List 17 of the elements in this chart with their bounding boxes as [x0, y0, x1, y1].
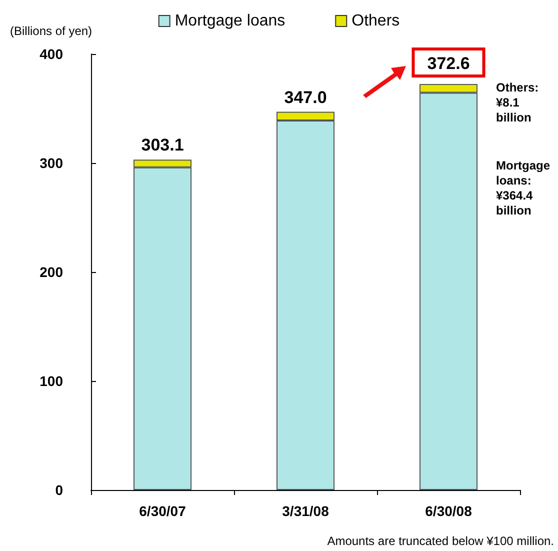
total-label: 347.0 — [284, 88, 327, 107]
y-tick-label: 200 — [40, 264, 64, 280]
y-tick-label: 100 — [40, 373, 64, 389]
total-label: 303.1 — [141, 136, 184, 155]
y-tick-label: 300 — [40, 155, 64, 171]
annotation: Mortgage loans: ¥364.4 billion — [496, 158, 550, 218]
legend-label: Others — [352, 12, 400, 30]
y-tick-label: 400 — [40, 46, 64, 62]
y-tick-label: 0 — [55, 482, 64, 498]
text: Amounts are truncated below ¥100 million. — [327, 534, 554, 548]
x-tick-label: 6/30/07 — [139, 503, 186, 519]
y-axis-title: (Billions of yen) — [10, 24, 92, 38]
annotation: Others: ¥8.1 billion — [496, 80, 539, 124]
x-tick-label: 6/30/08 — [425, 503, 472, 519]
total-label: 372.6 — [427, 54, 470, 73]
x-tick-label: 3/31/08 — [282, 503, 330, 519]
legend-label: Mortgage loans — [174, 12, 286, 30]
